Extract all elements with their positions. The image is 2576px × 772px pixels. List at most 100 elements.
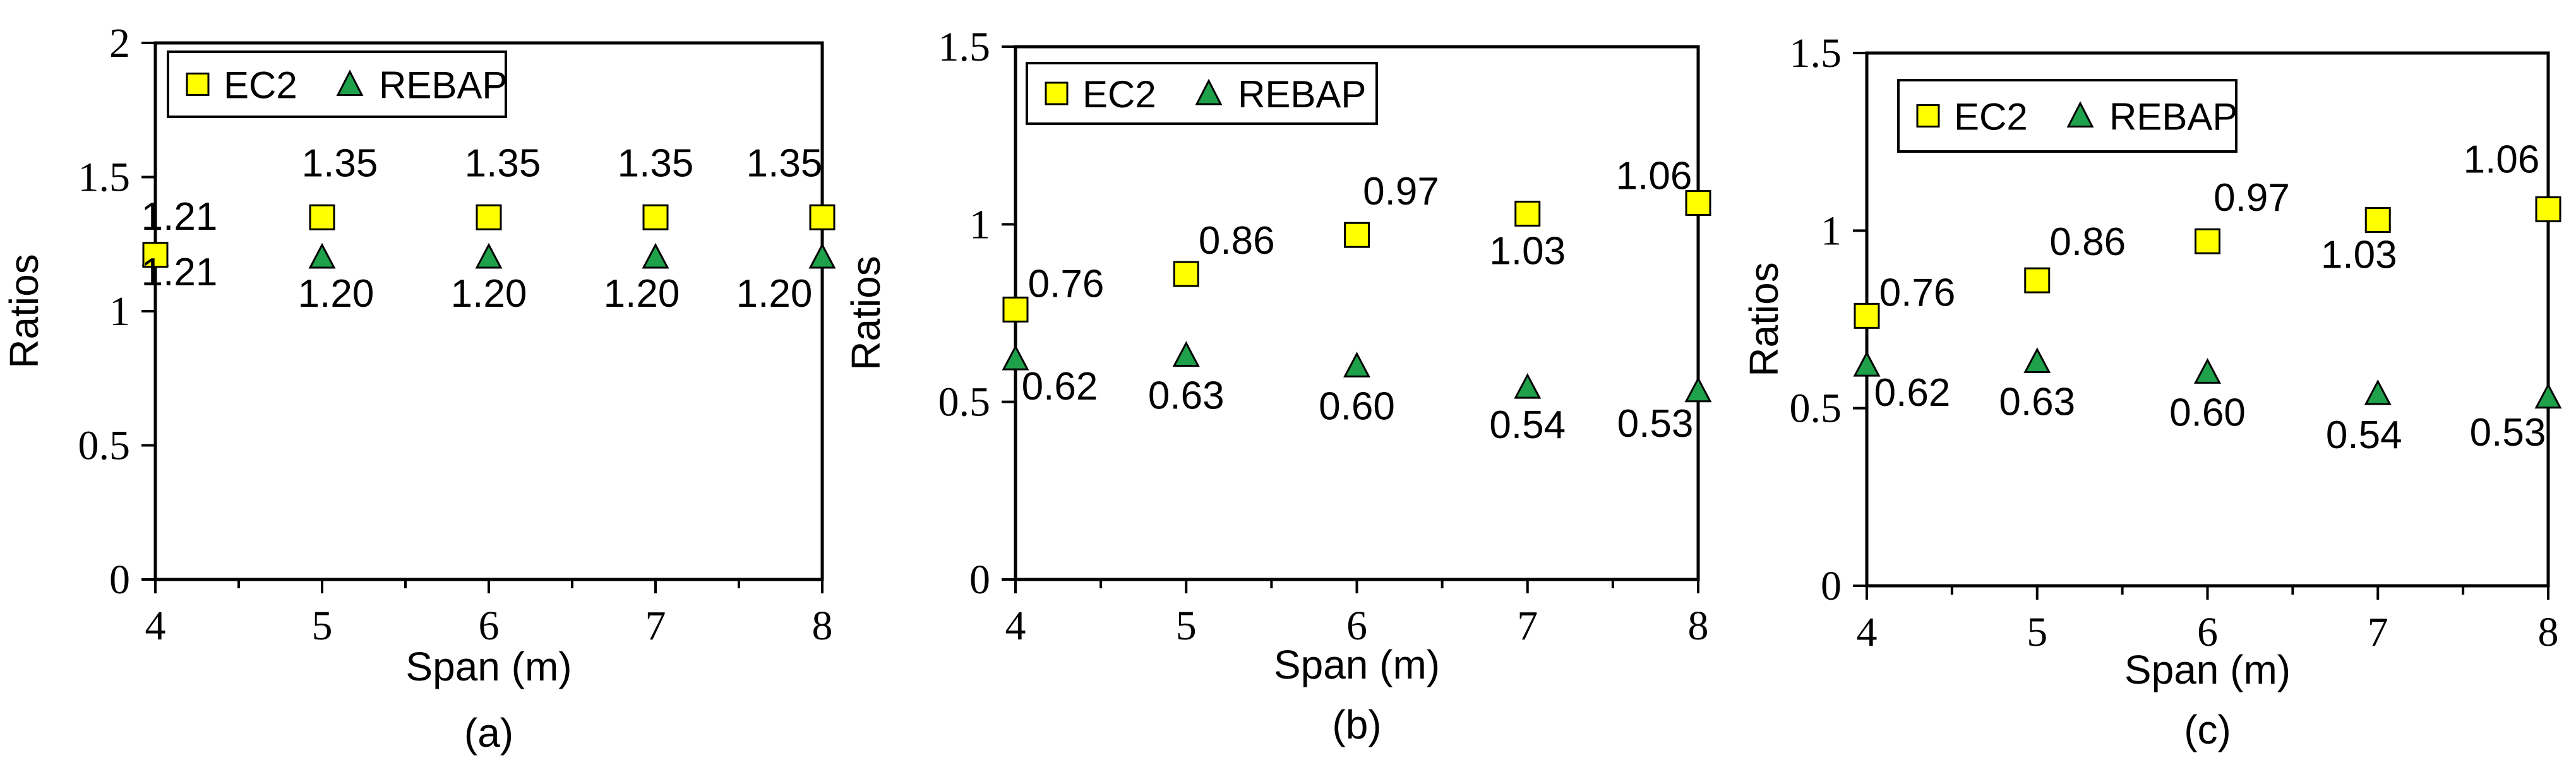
legend-box	[167, 50, 507, 118]
ec2-data-label: 1.06	[1616, 155, 1692, 198]
legend-ec2-label: EC2	[224, 64, 297, 107]
legend-ec2-marker	[186, 73, 210, 96]
rebap-data-label: 1.20	[604, 272, 680, 316]
ec2-data-label: 0.76	[1879, 271, 1956, 314]
rebap-point	[1343, 352, 1370, 377]
y-tick-label: 2	[109, 20, 130, 66]
ec2-point	[2364, 206, 2391, 233]
panel-caption: (b)	[1332, 702, 1381, 747]
rebap-point	[308, 242, 336, 269]
y-tick-label: 1	[1821, 208, 1842, 254]
y-tick-label: 0.5	[78, 423, 131, 469]
ec2-point	[1685, 190, 1711, 217]
x-tick-label: 4	[1005, 603, 1026, 649]
legend-rebap-label: REBAP	[2109, 96, 2238, 138]
rebap-data-label: 1.20	[736, 272, 813, 316]
x-tick-label: 5	[312, 603, 333, 649]
rebap-data-label: 1.20	[451, 272, 527, 316]
legend-rebap-marker	[336, 69, 364, 96]
y-tick-label: 1.5	[938, 24, 991, 70]
y-tick-label: 0	[969, 557, 990, 603]
rebap-data-label: 0.60	[2169, 391, 2246, 434]
y-tick-label: 1	[969, 201, 990, 247]
ec2-data-label: 1.35	[465, 141, 541, 185]
x-tick-label: 6	[479, 603, 500, 649]
y-axis-label: Ratios	[1, 254, 47, 368]
ec2-point	[2024, 267, 2051, 294]
rebap-point	[2534, 383, 2562, 409]
legend-rebap-label: REBAP	[1238, 73, 1366, 116]
ec2-point	[1173, 261, 1199, 287]
x-axis-label: Span (m)	[1274, 642, 1440, 687]
ec2-point	[476, 204, 502, 230]
y-tick-label: 0	[109, 557, 130, 603]
panel-caption: (c)	[2184, 707, 2231, 752]
ec2-point	[1514, 200, 1541, 227]
x-tick-label: 6	[1346, 603, 1367, 649]
ec2-point	[142, 242, 169, 268]
ec2-data-label: 1.21	[141, 195, 218, 239]
rebap-point	[1172, 341, 1200, 367]
ec2-data-label: 1.03	[2321, 233, 2397, 276]
ec2-data-label: 0.86	[2049, 220, 2126, 264]
x-tick-label: 8	[2538, 609, 2559, 655]
x-tick-label: 7	[2368, 609, 2388, 655]
rebap-data-label: 1.20	[298, 272, 374, 316]
ec2-point	[309, 204, 335, 230]
y-tick-label: 1.5	[1790, 30, 1842, 76]
ec2-data-label: 0.86	[1199, 219, 1275, 263]
x-tick-label: 5	[2027, 609, 2047, 655]
x-tick-label: 4	[1857, 609, 1878, 655]
rebap-point	[1002, 344, 1029, 371]
ec2-point	[809, 204, 836, 230]
ec2-data-label: 1.03	[1489, 229, 1566, 273]
rebap-point	[475, 242, 503, 269]
rebap-point	[1684, 376, 1712, 403]
ec2-point	[2535, 196, 2561, 223]
y-axis-label: Ratios	[1741, 262, 1787, 376]
rebap-data-label: 0.62	[1874, 371, 1951, 415]
rebap-point	[2194, 358, 2221, 384]
rebap-data-label: 0.62	[1022, 365, 1098, 408]
chart-panel-c: 4 5 6 7 8 0 0.5 1 1.5 Span (m) Ratios (c) EC2 REBAP 0.…	[1741, 30, 2562, 752]
ec2-data-label: 0.76	[1028, 262, 1105, 306]
rebap-data-label: 0.63	[1999, 381, 2075, 424]
x-tick-label: 7	[1517, 603, 1538, 649]
x-tick-label: 8	[812, 603, 833, 649]
legend-ec2-marker	[1045, 81, 1069, 105]
rebap-point	[1514, 372, 1542, 399]
x-tick-label: 8	[1688, 603, 1709, 649]
y-tick-label: 1.5	[78, 155, 131, 201]
rebap-point	[2023, 347, 2051, 374]
panel-caption: (a)	[464, 710, 513, 756]
legend-rebap-marker	[2066, 101, 2094, 128]
y-axis-label: Ratios	[843, 256, 889, 370]
rebap-point	[642, 242, 669, 269]
legend-rebap-marker	[1195, 78, 1223, 105]
rebap-data-label: 0.54	[2326, 413, 2402, 457]
ec2-data-label: 0.97	[2214, 176, 2290, 220]
y-tick-label: 0.5	[938, 379, 991, 425]
ec2-data-label: 1.35	[302, 141, 378, 185]
ec2-data-label: 1.35	[618, 141, 694, 185]
y-tick-label: 0	[1821, 563, 1842, 609]
y-tick-label: 0.5	[1790, 386, 1842, 432]
x-tick-label: 5	[1176, 603, 1197, 649]
x-tick-label: 4	[145, 603, 166, 649]
rebap-data-label: 0.53	[2470, 411, 2546, 454]
x-axis-label: Span (m)	[2124, 647, 2291, 692]
plot-frame	[1014, 45, 1700, 581]
x-tick-label: 7	[645, 603, 666, 649]
ec2-point	[642, 204, 669, 230]
ec2-data-label: 1.35	[746, 141, 823, 185]
ec2-point	[1344, 222, 1370, 248]
rebap-point	[1853, 350, 1881, 377]
rebap-data-label: 0.54	[1489, 403, 1566, 447]
chart-panel-b: 4 5 6 7 8 0 0.5 1 1.5 Span (m) Ratios (b) EC2 REBAP 0.…	[843, 24, 1712, 747]
rebap-data-label: 0.53	[1617, 402, 1694, 446]
legend-ec2-marker	[1916, 104, 1940, 128]
legend-ec2-label: EC2	[1954, 96, 2028, 138]
legend-ec2-label: EC2	[1082, 73, 1156, 116]
ec2-data-label: 0.97	[1363, 170, 1439, 213]
